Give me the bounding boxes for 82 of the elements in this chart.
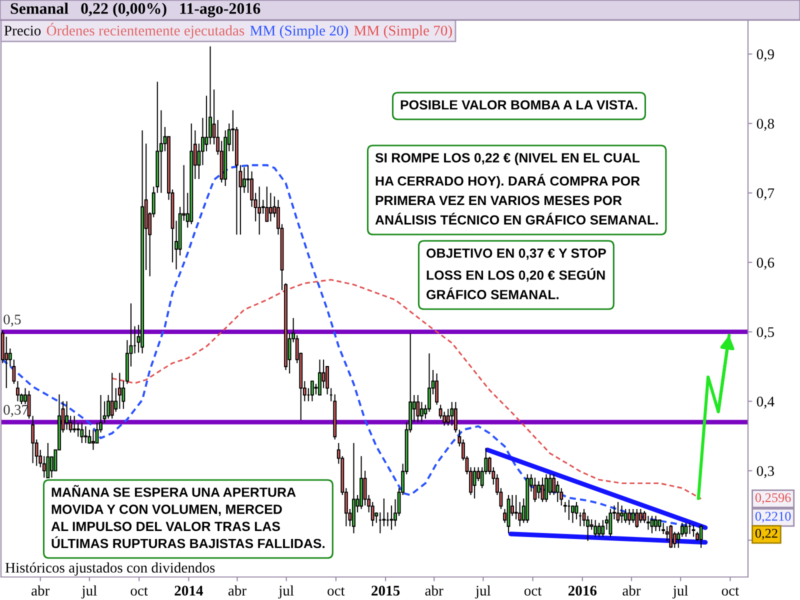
annotation: POSIBLE VALOR BOMBA A LA VISTA. — [400, 100, 638, 110]
y-tick-label: 0,6 — [756, 258, 774, 270]
x-tick-label: 2015 — [372, 586, 400, 596]
line-series — [696, 334, 731, 500]
chart-title: Semanal 0,22 (0,00%) 11-ago-2016 — [10, 2, 260, 18]
x-tick-label: abr — [425, 585, 444, 596]
candlestick — [654, 515, 658, 532]
candlestick — [472, 466, 476, 500]
x-tick-label: oct — [524, 587, 542, 596]
candlestick — [190, 122, 194, 225]
y-tick-label: 0,5 — [756, 327, 774, 340]
ref-line-label: 0,5 — [4, 314, 21, 327]
candlestick — [310, 380, 314, 402]
text: Precio — [4, 26, 41, 36]
candlestick — [601, 520, 605, 538]
candlestick — [265, 186, 269, 222]
x-tick-label: jul — [81, 585, 97, 599]
candlestick — [506, 494, 510, 534]
x-tick-label: 2014 — [174, 586, 204, 596]
x-tick-label: jul — [672, 585, 688, 599]
candlestick — [631, 508, 635, 524]
x-tick-label: 2016 — [568, 586, 597, 596]
candlestick — [360, 456, 363, 510]
candlestick — [628, 508, 632, 526]
y-tick-label: 0,4 — [756, 396, 774, 409]
candlestick — [537, 480, 540, 500]
annotation: Históricos ajustados con dividendos — [5, 562, 215, 576]
x-tick-label: oct — [722, 587, 740, 596]
annotation: OBJETIVO EN 0,37 € Y STOP LOSS EN LOS 0,20 € SEGÚN GRÁFICO SEMANAL. — [426, 248, 606, 300]
x-tick-label: abr — [622, 585, 641, 596]
annotation: Órdenes recientemente ejecutadas — [46, 22, 244, 38]
candlestick — [80, 422, 84, 444]
x-tick-label: abr — [228, 585, 246, 596]
y-tick-label: 0,3 — [756, 466, 774, 478]
candlestick — [526, 474, 530, 524]
candlestick — [118, 372, 122, 410]
candlestick — [620, 504, 624, 524]
candlestick — [608, 508, 612, 538]
candlestick — [624, 508, 628, 524]
candlestick — [638, 508, 642, 524]
text: 0,2210 — [755, 512, 791, 523]
candlestick — [435, 372, 438, 406]
candlestick — [84, 426, 88, 444]
candlestick — [688, 522, 692, 534]
x-tick-label: oct — [130, 587, 148, 596]
candlestick — [650, 515, 654, 534]
candlestick — [110, 372, 114, 420]
text: 0,22 — [755, 528, 778, 540]
candlestick — [692, 524, 696, 538]
x-tick-label: oct — [328, 587, 345, 596]
candlestick — [544, 474, 548, 503]
y-tick-label: 0,7 — [756, 188, 774, 200]
candlestick — [699, 524, 703, 548]
y-tick-label: 0,8 — [756, 118, 774, 131]
candlestick — [567, 499, 571, 521]
text: MM (Simple 70) — [354, 25, 452, 38]
candlestick — [658, 520, 662, 532]
candlestick — [594, 520, 598, 538]
x-tick-label: jul — [278, 585, 294, 599]
text: MM (Simple 20) — [250, 25, 348, 38]
candlestick — [616, 501, 620, 524]
candlestick — [416, 394, 420, 423]
text: 0,2596 — [755, 493, 791, 504]
candlestick — [533, 477, 537, 503]
candlestick — [46, 442, 50, 478]
y-tick-label: 0,9 — [756, 49, 774, 62]
annotation: MAÑANA SE ESPERA UNA APERTURA MOVIDA Y CON VOLUMEN, MERCED AL IMPULSO DEL VALOR TRAS LAS ÚLTIMAS RUPTURAS BAJISTAS FALLIDAS. — [51, 485, 325, 548]
x-tick-label: abr — [32, 585, 50, 596]
candlestick — [72, 415, 76, 434]
candlestick — [540, 477, 544, 503]
x-tick-label: jul — [475, 585, 491, 599]
candlestick — [258, 186, 262, 236]
candlestick — [65, 400, 69, 430]
candlestick — [684, 522, 688, 538]
candlestick — [635, 508, 639, 528]
annotation: SI ROMPE LOS 0,22 € (NIVEL EN EL CUAL HA CERRADO HOY). DARÁ COMPRA POR PRIMERA VEZ EN VARIOS MESES POR ANÁLISIS TÉCNICO EN GRÁFICO SEMANAL. — [375, 152, 658, 225]
candlestick — [646, 515, 650, 530]
candlestick — [140, 130, 144, 354]
candlestick — [318, 359, 322, 396]
candlestick — [669, 524, 673, 548]
candlestick — [597, 522, 601, 538]
candlestick — [352, 442, 356, 534]
